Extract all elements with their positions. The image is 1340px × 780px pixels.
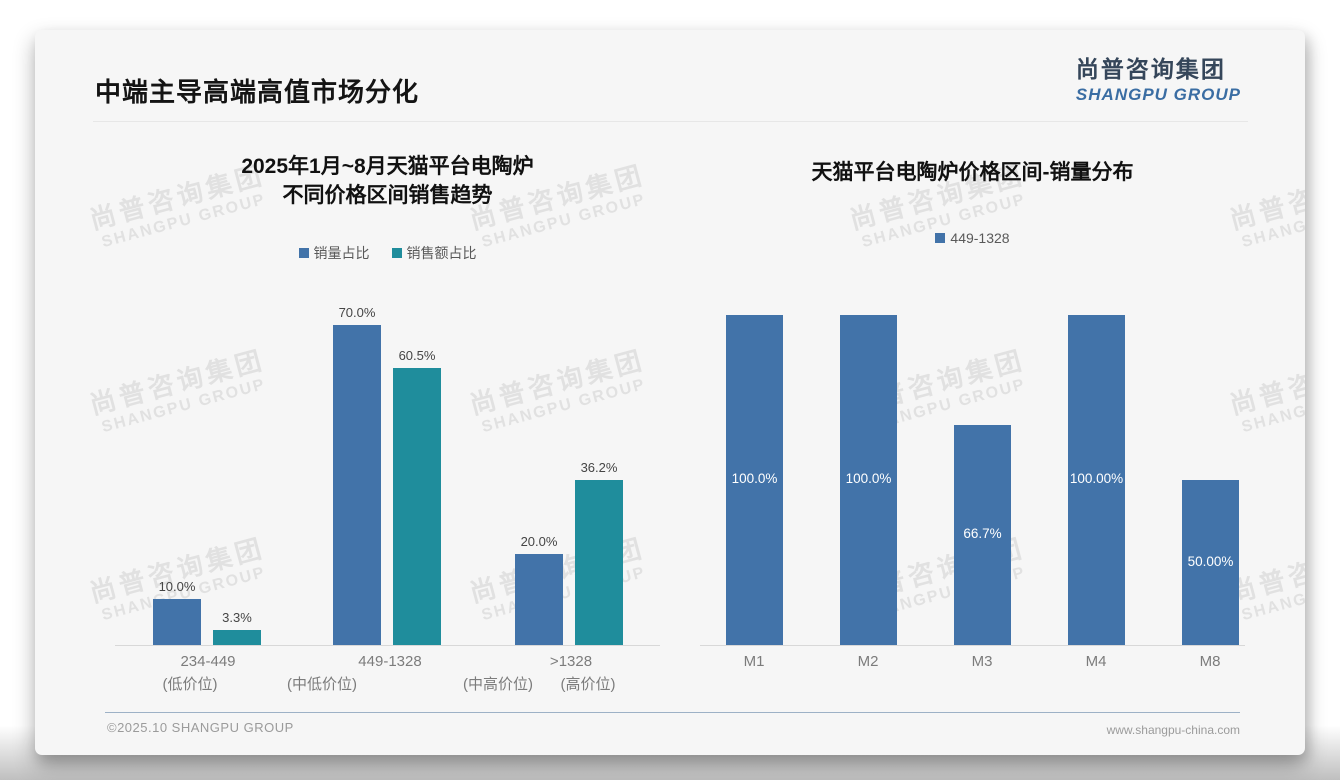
footer-divider <box>105 712 1240 713</box>
x-tick-label: M1 <box>743 653 765 670</box>
bar-销量占比-234-449 <box>153 599 201 645</box>
bar-value-label: 100.0% <box>731 471 778 486</box>
legend-swatch-blue <box>935 233 946 243</box>
x-tick-label: M8 <box>1199 653 1221 670</box>
bar-value-label: 10.0% <box>158 579 196 594</box>
left-chart-plot: 10.0% 70.0% 20.0% 3.3% 60.5% 36.2% 234-449 449-… <box>115 295 660 693</box>
watermark-en: SHANGPU GROUP <box>859 190 1028 252</box>
x-tick-label: M2 <box>857 653 879 670</box>
bar-449-1328-M2 <box>840 315 897 645</box>
left-chart-title-line2: 不同价格区间销售趋势 <box>282 184 493 207</box>
bar-value-label: 36.2% <box>580 460 618 475</box>
x-tick-sublabel: (低价位) <box>162 676 218 693</box>
bar-销售额占比-234-449 <box>213 630 261 645</box>
x-tick-label: >1328 <box>549 653 593 670</box>
legend-swatch-teal <box>391 248 402 258</box>
legend-label: 449-1328 <box>950 230 1010 246</box>
legend-item-sales-amount-share: 销售额占比 <box>391 243 477 263</box>
bar-value-label: 100.0% <box>845 471 892 486</box>
legend-item-449-1328: 449-1328 <box>935 230 1010 246</box>
legend-item-sales-volume-share: 销量占比 <box>298 243 370 263</box>
bar-value-label: 3.3% <box>222 610 252 625</box>
x-tick-label: M3 <box>971 653 993 670</box>
bar-449-1328-M8 <box>1182 480 1239 645</box>
legend-label: 销量占比 <box>313 245 370 261</box>
x-tick-sublabel: (中高价位) <box>463 676 533 693</box>
footer-copyright: ©2025.10 SHANGPU GROUP <box>107 720 294 735</box>
watermark-en: SHANGPU GROUP <box>1239 191 1305 252</box>
left-chart-title-line1: 2025年1月~8月天猫平台电陶炉 <box>241 155 534 178</box>
right-chart-plot: 100.0% 100.0% 66.7% 100.00% 50.00% M1 M2 M3 M4 M8 <box>700 295 1245 670</box>
bar-449-1328-M3 <box>954 425 1011 645</box>
legend-label: 销售额占比 <box>406 245 477 261</box>
legend-swatch-blue <box>298 248 309 258</box>
footer-website: www.shangpu-china.com <box>1106 723 1240 737</box>
x-tick-sublabel: (中低价位) <box>287 676 357 693</box>
logo-text-en: SHANGPU GROUP <box>1075 85 1241 104</box>
slide: 尚普咨询集团 SHANGPU GROUP 尚普咨询集团 SHANGPU GROUP 尚普… <box>35 30 1305 755</box>
x-tick-sublabel: (高价位) <box>560 676 616 693</box>
bar-value-label: 100.00% <box>1069 471 1124 486</box>
bar-value-label: 60.5% <box>398 348 436 363</box>
company-logo: 尚普咨询集团 SHANGPU GROUP <box>1076 50 1241 105</box>
bar-value-label: 50.00% <box>1187 553 1234 569</box>
right-chart-legend: 449-1328 <box>700 230 1245 246</box>
bar-销量占比->1328 <box>515 554 563 645</box>
bar-销售额占比->1328 <box>575 480 623 645</box>
x-tick-label: M4 <box>1085 653 1107 670</box>
right-chart-title: 天猫平台电陶炉价格区间-销量分布 <box>811 161 1134 184</box>
bar-销售额占比-449-1328 <box>393 368 441 645</box>
left-chart-legend: 销量占比 销售额占比 <box>115 243 660 263</box>
bar-449-1328-M1 <box>726 315 783 645</box>
bar-value-label: 20.0% <box>520 534 558 549</box>
logo-text-cn: 尚普咨询集团 <box>1075 56 1226 82</box>
bar-449-1328-M4 <box>1068 315 1125 645</box>
bar-value-label: 66.7% <box>963 526 1002 541</box>
header-divider <box>93 121 1248 122</box>
bar-销量占比-449-1328 <box>333 325 381 645</box>
bar-value-label: 70.0% <box>338 305 376 320</box>
page-title: 中端主导高端高值市场分化 <box>95 77 420 107</box>
x-tick-label: 234-449 <box>180 653 236 670</box>
x-tick-label: 449-1328 <box>358 653 422 670</box>
left-chart-title: 2025年1月~8月天猫平台电陶炉 不同价格区间销售趋势 <box>115 152 660 210</box>
